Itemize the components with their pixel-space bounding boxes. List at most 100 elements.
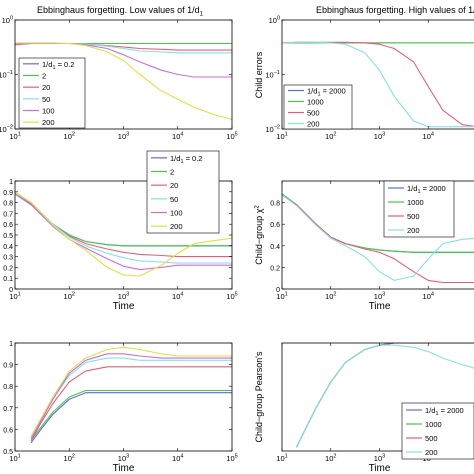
- series-line-4: [30, 357, 232, 439]
- series-line-5: [30, 353, 232, 439]
- series-line-3: [282, 194, 474, 284]
- y-axis-label: Child errors: [254, 51, 264, 98]
- legend-label: 1/d1 = 2000: [407, 184, 446, 195]
- series-line-1: [30, 392, 232, 443]
- x-tick-label: 102: [325, 292, 336, 302]
- y-tick-label: 0: [9, 287, 13, 294]
- x-tick-label: 101: [276, 454, 287, 464]
- plot-area: [15, 42, 232, 120]
- y-tick-label: 10−2: [0, 125, 13, 135]
- y-tick-label: 10−1: [0, 70, 13, 80]
- legend-label: 200: [425, 448, 438, 457]
- x-tick-label: 101: [276, 132, 287, 142]
- y-tick-label: 0.1: [3, 276, 13, 283]
- x-tick-label: 101: [9, 292, 20, 302]
- legend-label: 50: [42, 95, 50, 104]
- x-tick-label: 103: [374, 132, 385, 142]
- legend: 1/d1 = 2000 1000 500 200: [401, 402, 474, 460]
- y-tick-label: 0.8: [3, 384, 13, 391]
- series-line-6: [15, 191, 232, 277]
- x-tick-label: 101: [9, 132, 20, 142]
- y-tick-label: 10−1: [265, 70, 280, 80]
- y-tick-label: 1: [9, 341, 13, 348]
- x-tick-label: 105: [226, 454, 237, 464]
- legend-label: 500: [407, 212, 420, 221]
- plot-area: [282, 193, 474, 284]
- series-line-3: [30, 366, 232, 441]
- plot-area: [282, 41, 474, 128]
- series-line-5: [15, 193, 232, 271]
- x-tick-label: 103: [118, 132, 129, 142]
- y-tick-label: 0.5: [3, 449, 13, 456]
- legend-label: 500: [425, 434, 438, 443]
- x-tick-label: 103: [374, 454, 385, 464]
- series-line-6: [30, 346, 232, 437]
- legend-label: 1000: [307, 98, 324, 107]
- legend-label: 1/d1 = 2000: [425, 406, 464, 417]
- x-tick-label: 102: [64, 132, 75, 142]
- legend-label: 200: [307, 120, 320, 129]
- legend-label: 1/d1 = 0.2: [42, 60, 74, 71]
- y-tick-label: 100: [269, 16, 280, 26]
- x-tick-label: 104: [172, 132, 183, 142]
- legend-label: 1000: [425, 420, 442, 429]
- legend-box: [401, 402, 474, 460]
- axis-frame: [14, 342, 233, 452]
- x-tick-label: 104: [172, 454, 183, 464]
- series-line-2: [30, 389, 232, 441]
- y-tick-label: 10−2: [265, 125, 280, 135]
- x-tick-label: 103: [374, 292, 385, 302]
- y-tick-label: 1: [9, 179, 13, 186]
- legend-label: 50: [170, 195, 178, 204]
- x-axis-label: Time: [369, 463, 391, 474]
- y-axis-label: Child−group χ2: [254, 205, 264, 265]
- legend-label: 20: [42, 83, 50, 92]
- legend-box: [146, 150, 220, 234]
- plot-area: [30, 346, 232, 443]
- legend-box: [283, 84, 353, 130]
- y-axis-label: Child−group Pearson's: [254, 351, 264, 443]
- plot-area: [15, 191, 232, 277]
- x-tick-label: 102: [325, 454, 336, 464]
- chart-panel-4: 101 102 103 104 0 0.2 0.4 0.6 0.8 Time Child−group…: [254, 180, 474, 312]
- x-tick-label: 101: [276, 292, 287, 302]
- y-tick-label: 0.2: [270, 265, 280, 272]
- x-tick-label: 102: [64, 454, 75, 464]
- chart-panel-3: 101 102 103 104 10500.10.20.30.40.50.60.70.8…: [3, 179, 237, 312]
- x-tick-label: 103: [118, 454, 129, 464]
- legend-label: 2: [42, 72, 46, 81]
- y-tick-label: 0.7: [3, 406, 13, 413]
- y-tick-label: 0.4: [270, 244, 280, 251]
- x-axis-label: Time: [369, 301, 391, 312]
- chart-panel-1: 101 102 103 104 105 10−2 10−1 100 Ebbinghaus for…: [0, 5, 238, 141]
- y-tick-label: 0.5: [3, 233, 13, 240]
- series-line-4: [15, 42, 232, 54]
- x-tick-label: 103: [118, 292, 129, 302]
- x-tick-label: 104: [172, 292, 183, 302]
- y-tick-label: 0.2: [3, 265, 13, 272]
- y-tick-label: 0.6: [3, 222, 13, 229]
- y-tick-label: 0.4: [3, 244, 13, 251]
- legend-label: 500: [307, 109, 320, 118]
- x-tick-label: 101: [9, 454, 20, 464]
- x-axis-label: Time: [113, 463, 135, 474]
- x-tick-label: 104: [423, 132, 434, 142]
- y-tick-label: 0.7: [3, 211, 13, 218]
- x-axis-label: Time: [113, 301, 135, 312]
- y-tick-label: 0.3: [3, 255, 13, 262]
- series-line-4: [282, 194, 474, 281]
- x-tick-label: 102: [64, 292, 75, 302]
- series-line-3: [15, 42, 232, 51]
- x-tick-label: 102: [325, 132, 336, 142]
- series-line-4: [282, 41, 474, 128]
- legend-label: 1/d1 = 2000: [307, 87, 346, 98]
- x-tick-label: 104: [423, 292, 434, 302]
- legend-label: 20: [170, 181, 178, 190]
- chart-panel-2: 101 102 103 104 10−2 10−1 100 Ebbinghaus forget…: [254, 5, 474, 141]
- y-tick-label: 100: [2, 16, 13, 26]
